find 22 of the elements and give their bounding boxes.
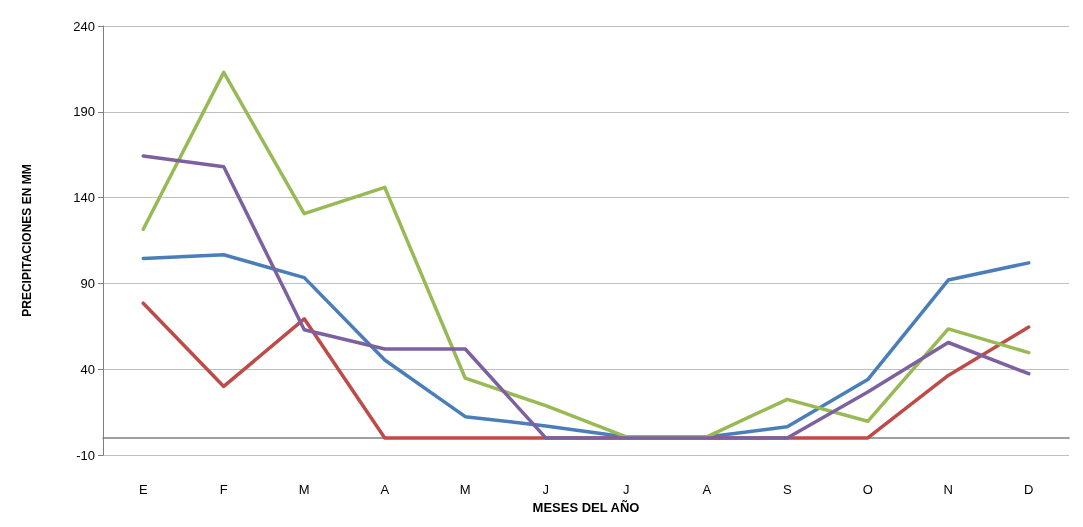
y-tick-label: -10: [76, 447, 95, 463]
y-tick-label: 90: [80, 275, 95, 291]
x-tick-label: F: [219, 482, 228, 498]
y-tick-label: 190: [73, 104, 95, 120]
x-tick-label: N: [943, 482, 953, 498]
x-tick-label: E: [138, 482, 148, 498]
line-series: [141, 70, 1031, 439]
line-series: [141, 154, 1031, 440]
x-tick-label: M: [298, 482, 310, 498]
y-tick-label: 140: [73, 190, 95, 206]
x-tick-label: O: [862, 482, 873, 498]
y-tick-label: 40: [80, 361, 95, 377]
x-tick-label: D: [1024, 482, 1034, 498]
x-tick-label: A: [702, 482, 712, 498]
x-tick-label: S: [782, 482, 792, 498]
x-tick-label: M: [459, 482, 471, 498]
x-tick-label: A: [380, 482, 390, 498]
x-axis-title: MESES DEL AÑO: [532, 500, 640, 515]
x-tick-label: J: [623, 482, 630, 498]
y-axis-title: PRECIPITACIONES EN MM: [20, 164, 34, 317]
y-tick-label: 240: [73, 18, 95, 34]
x-tick-label: J: [542, 482, 549, 498]
